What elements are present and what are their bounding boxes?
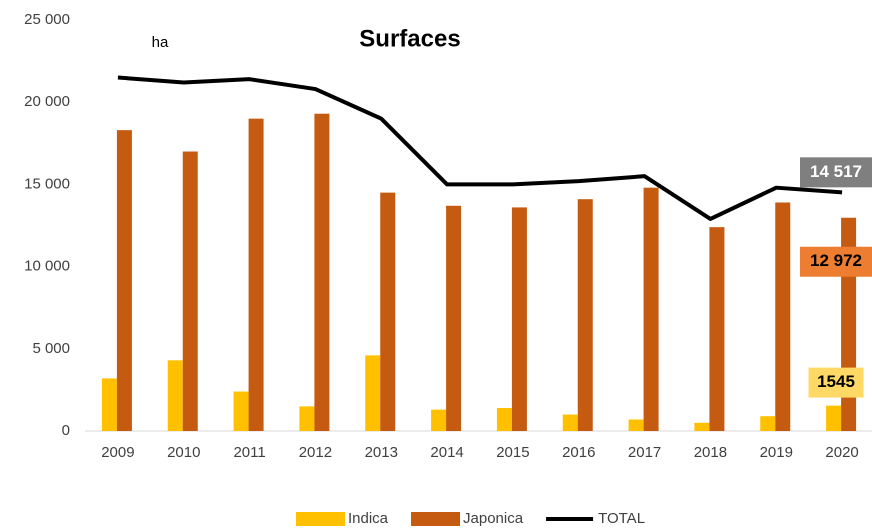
chart-title: Surfaces bbox=[359, 25, 460, 52]
legend-label: Japonica bbox=[463, 510, 524, 527]
bar bbox=[365, 355, 381, 431]
y-tick-label: 10 000 bbox=[24, 258, 70, 275]
bar bbox=[116, 130, 132, 431]
bar bbox=[431, 409, 447, 431]
x-tick-label: 2010 bbox=[167, 444, 200, 461]
bar bbox=[299, 406, 315, 431]
bar bbox=[511, 207, 527, 431]
data-label-box bbox=[800, 246, 872, 277]
bar bbox=[775, 202, 791, 431]
bar bbox=[496, 407, 512, 431]
bar bbox=[314, 113, 330, 431]
bar bbox=[562, 414, 578, 431]
legend-label: Indica bbox=[348, 510, 389, 527]
bar bbox=[167, 360, 183, 431]
bar bbox=[101, 378, 117, 431]
x-tick-label: 2009 bbox=[101, 444, 134, 461]
line bbox=[117, 75, 843, 221]
annotation: ha bbox=[152, 34, 169, 51]
legend-swatch bbox=[411, 512, 461, 526]
x-tick-label: 2020 bbox=[825, 444, 858, 461]
y-tick-label: 20 000 bbox=[24, 93, 70, 110]
y-tick-label: 0 bbox=[62, 422, 70, 439]
bar bbox=[446, 205, 462, 431]
data-label-box bbox=[808, 367, 864, 398]
bar bbox=[709, 227, 725, 431]
x-tick-label: 2017 bbox=[628, 444, 661, 461]
bar bbox=[248, 118, 264, 431]
bar bbox=[233, 391, 249, 431]
legend-swatch bbox=[296, 512, 345, 526]
x-tick-label: 2013 bbox=[365, 444, 398, 461]
bar bbox=[643, 187, 659, 431]
x-tick-label: 2015 bbox=[496, 444, 529, 461]
y-tick-label: 5 000 bbox=[32, 340, 70, 357]
bar bbox=[694, 422, 710, 431]
x-tick-label: 2014 bbox=[430, 444, 463, 461]
x-tick-label: 2011 bbox=[233, 444, 265, 461]
bar bbox=[628, 419, 644, 431]
y-tick-label: 15 000 bbox=[24, 175, 70, 192]
bar bbox=[760, 416, 776, 431]
legend-label: TOTAL bbox=[598, 510, 645, 527]
bar bbox=[826, 405, 842, 431]
data-label: 14 517 bbox=[810, 162, 862, 181]
x-tick-label: 2019 bbox=[760, 444, 793, 461]
bar bbox=[182, 151, 198, 431]
bar bbox=[577, 199, 593, 431]
data-label-box bbox=[800, 157, 872, 188]
y-tick-label: 25 000 bbox=[24, 11, 70, 28]
x-tick-label: 2018 bbox=[694, 444, 727, 461]
data-label: 1545 bbox=[817, 372, 855, 391]
x-tick-label: 2012 bbox=[299, 444, 332, 461]
bar bbox=[380, 192, 396, 431]
x-tick-label: 2016 bbox=[562, 444, 595, 461]
data-label: 12 972 bbox=[810, 251, 862, 270]
